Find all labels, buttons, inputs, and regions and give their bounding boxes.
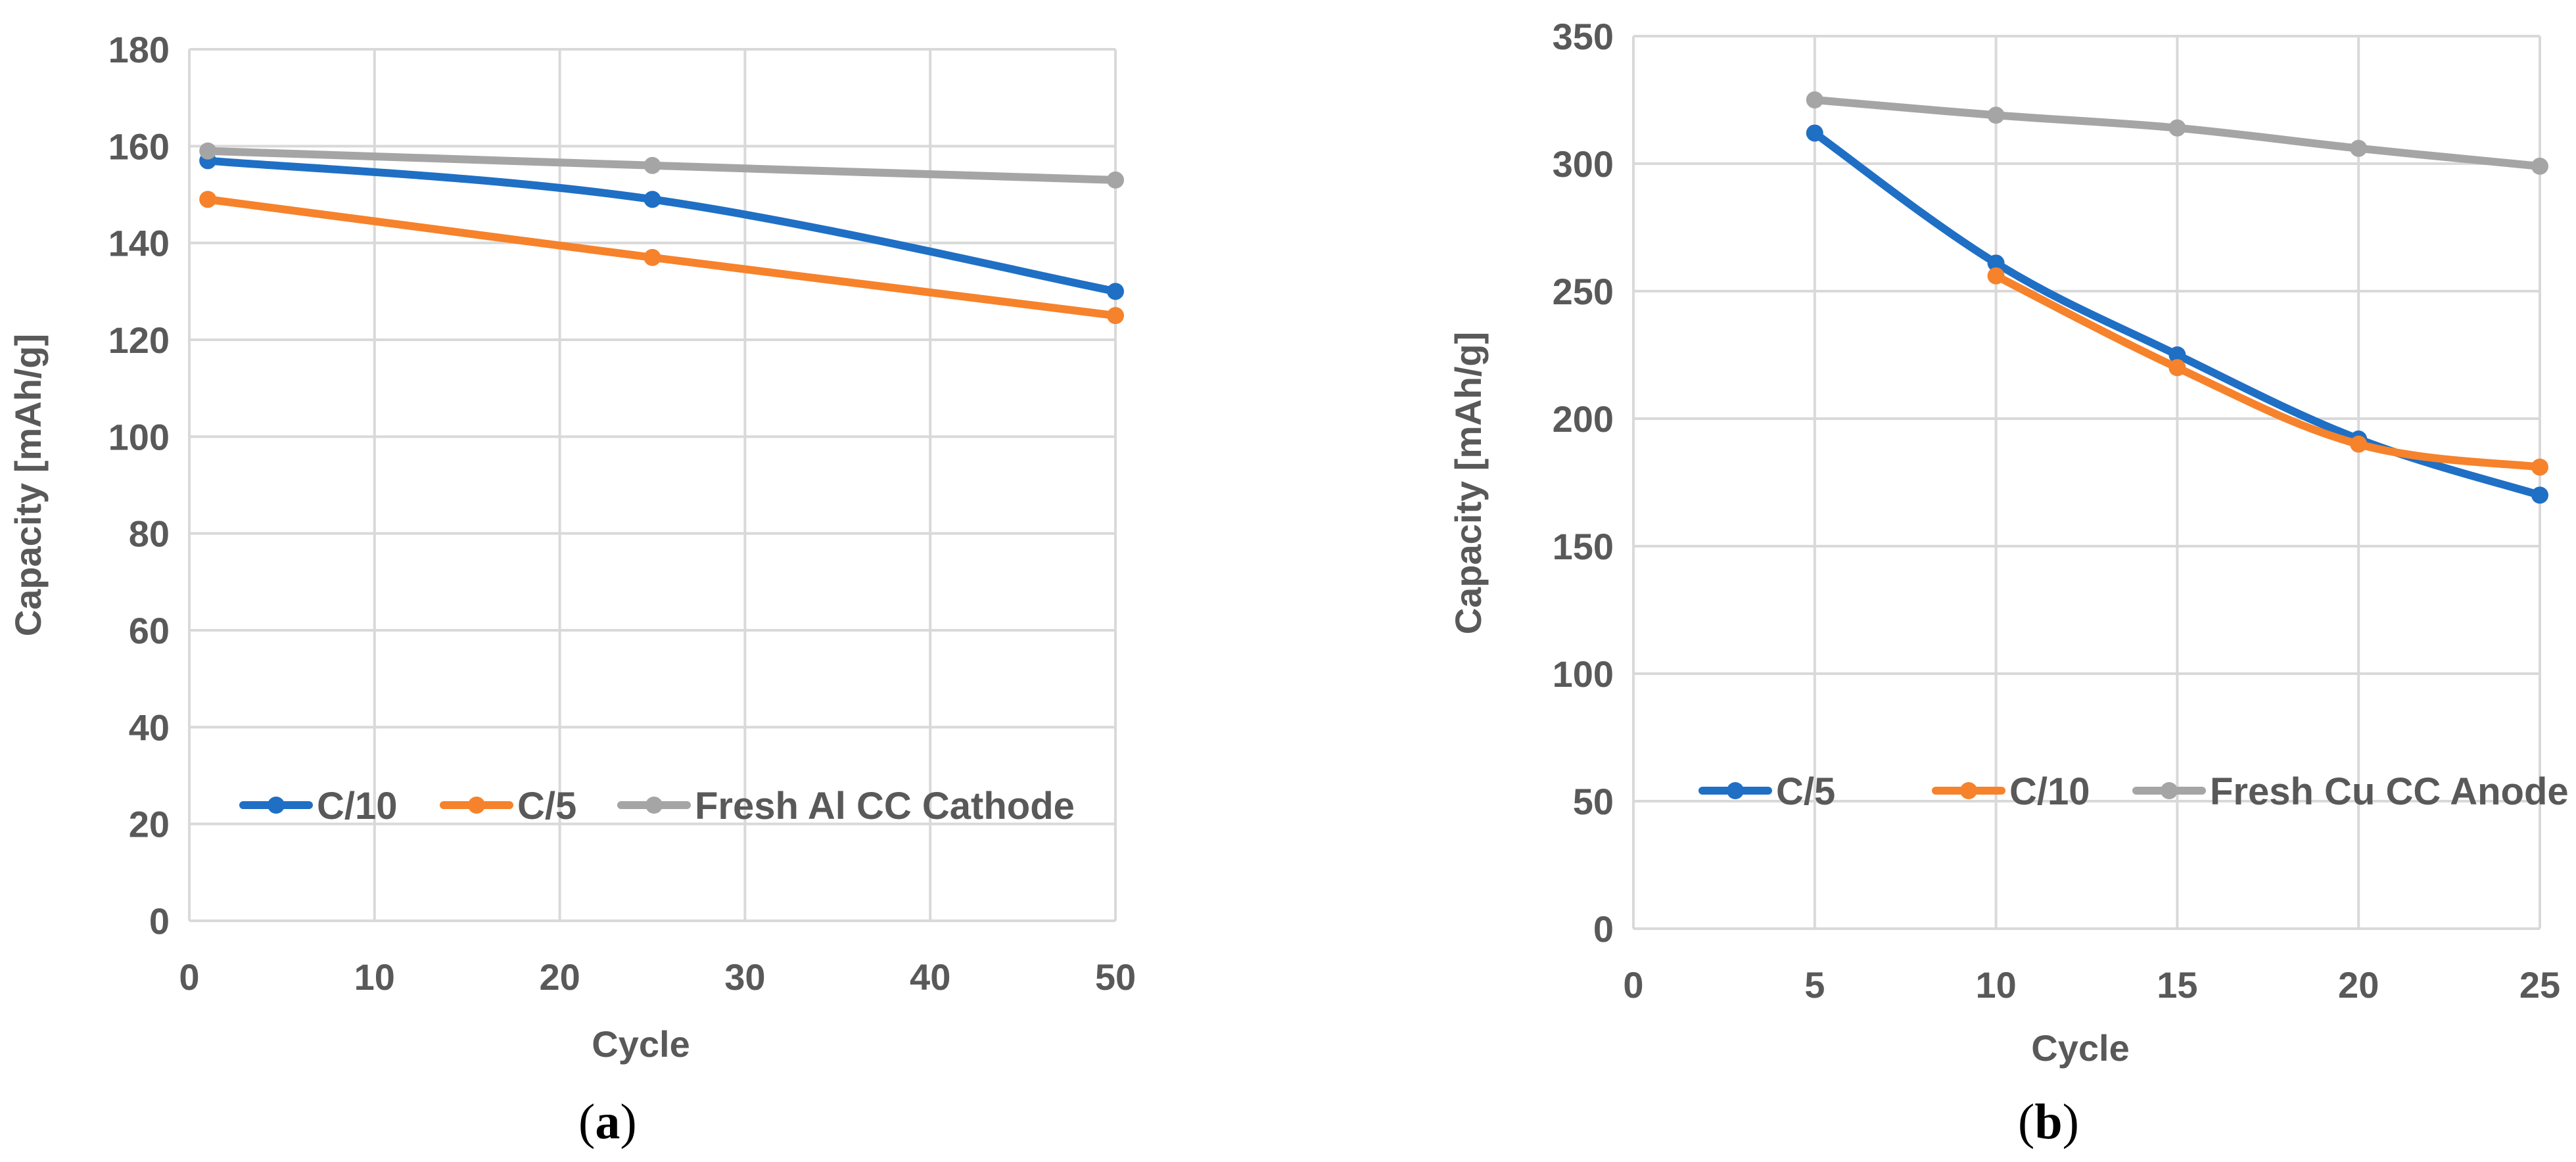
x-tick-label: 30	[724, 956, 765, 998]
y-tick-label: 40	[129, 707, 170, 748]
data-point	[644, 191, 661, 208]
x-axis-title: Cycle	[2031, 1027, 2129, 1069]
data-point	[199, 142, 217, 160]
data-point	[2531, 458, 2548, 476]
y-tick-label: 200	[1553, 398, 1614, 440]
x-tick-label: 25	[2519, 964, 2560, 1006]
data-point	[2350, 139, 2368, 157]
x-tick-label: 20	[539, 956, 580, 998]
legend-label: C/5	[517, 785, 576, 827]
series-line-c-5	[204, 195, 1119, 320]
y-axis-title: Capacity [mAh/g]	[1447, 332, 1489, 635]
x-tick-label: 40	[910, 956, 950, 998]
legend-label: C/5	[1776, 770, 1835, 813]
data-point	[1107, 283, 1124, 300]
data-point	[2168, 346, 2186, 363]
data-point	[2531, 157, 2548, 175]
x-axis-title: Cycle	[592, 1023, 690, 1065]
y-axis-title: Capacity [mAh/g]	[7, 334, 49, 637]
legend-label: Fresh Cu CC Anode	[2210, 770, 2569, 813]
data-point	[1987, 267, 2005, 285]
data-point	[1107, 171, 1124, 189]
x-tick-label: 10	[1975, 964, 2016, 1006]
y-tick-label: 20	[129, 804, 170, 845]
legend-marker	[1960, 782, 1977, 799]
data-point	[2350, 435, 2368, 453]
y-tick-label: 150	[1553, 526, 1614, 567]
y-tick-label: 100	[108, 416, 170, 457]
x-tick-label: 5	[1804, 964, 1825, 1006]
x-tick-label: 20	[2338, 964, 2379, 1006]
y-tick-label: 250	[1553, 271, 1614, 312]
panel-label: (a)	[578, 1094, 637, 1150]
data-point	[1107, 307, 1124, 325]
x-tick-label: 50	[1095, 956, 1136, 998]
data-point	[2531, 486, 2548, 504]
series-line-c-10	[204, 156, 1119, 296]
data-point	[2168, 119, 2186, 137]
panel-label: (b)	[2018, 1094, 2079, 1150]
y-tick-label: 180	[108, 29, 170, 70]
y-tick-label: 350	[1553, 16, 1614, 57]
legend-marker	[468, 797, 485, 814]
data-point	[644, 248, 661, 266]
x-tick-label: 0	[179, 956, 199, 998]
y-tick-label: 80	[129, 513, 170, 555]
y-tick-label: 160	[108, 126, 170, 167]
data-point	[1987, 106, 2005, 124]
legend-label: C/10	[317, 785, 398, 827]
legend-label: Fresh Al CC Cathode	[695, 785, 1075, 827]
data-point	[1806, 91, 1823, 108]
data-point	[199, 191, 217, 208]
x-tick-label: 0	[1623, 964, 1643, 1006]
series-line-c-10	[1992, 271, 2544, 471]
legend-marker	[1727, 782, 1744, 799]
data-point	[2168, 359, 2186, 377]
legend-marker	[645, 797, 663, 814]
series-line-fresh-al-cc-cathode	[204, 147, 1119, 184]
data-point	[644, 156, 661, 174]
data-point	[1987, 254, 2005, 272]
x-tick-label: 10	[354, 956, 395, 998]
legend-marker	[2161, 782, 2178, 799]
y-tick-label: 140	[108, 223, 170, 264]
data-point	[1806, 124, 1823, 142]
chart-panel-b: 0 50 100 150 200 250 300 350 0 5 10 15 20 25 Capacity …	[1447, 16, 2569, 1150]
chart-panel-a: 0 20 40 60 80 100 120 140 160 180 0 10 20 30 40 50 Capac…	[7, 29, 1136, 1150]
y-tick-label: 50	[1573, 781, 1614, 822]
y-tick-label: 300	[1553, 143, 1614, 185]
legend-marker	[268, 797, 285, 814]
legend-label: C/10	[2009, 770, 2090, 813]
y-tick-label: 100	[1553, 653, 1614, 695]
y-tick-label: 60	[129, 610, 170, 651]
y-tick-label: 0	[1593, 908, 1614, 950]
x-tick-label: 15	[2157, 964, 2197, 1006]
y-tick-label: 0	[149, 900, 170, 942]
y-tick-label: 120	[108, 319, 170, 361]
